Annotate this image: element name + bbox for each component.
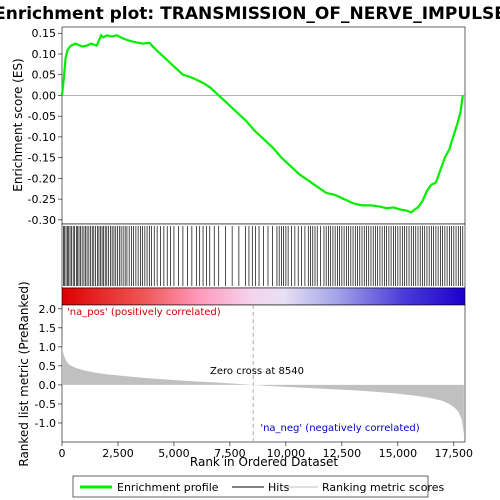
es-profile-line [60, 33, 464, 214]
x-axis-ticks: 0 2,500 5,000 7,500 10,000 12,500 15,000 17,500 [59, 442, 474, 460]
legend: Enrichment profile Hits Ranking metric s… [72, 475, 444, 498]
es-panel-frame [61, 26, 466, 225]
metric-y-tick-label: 0.0 [39, 379, 57, 392]
es-y-tick-label: 0.10 [32, 48, 57, 61]
x-tick-label: 0 [59, 447, 66, 460]
x-axis-label: Rank in Ordered Dataset [190, 455, 338, 469]
zero-cross-label: Zero cross at 8540 [210, 366, 304, 377]
es-y-ticks: 0.15 0.10 0.05 0.00 -0.05 -0.10 -0.15 -0.20 -0.2… [28, 27, 62, 227]
metric-y-axis-label: Ranked list metric (PreRanked) [17, 281, 31, 466]
neg-label: 'na_neg' (negatively correlated) [260, 423, 419, 434]
legend-hits-label: Hits [268, 481, 290, 494]
metric-y-tick-label: -1.0 [35, 417, 56, 430]
x-tick-label: 7,500 [214, 447, 246, 460]
x-tick-label: 5,000 [158, 447, 190, 460]
metric-y-tick-label: 0.5 [39, 360, 57, 373]
legend-enrichment-label: Enrichment profile [117, 481, 219, 494]
es-y-axis-label: Enrichment score (ES) [11, 58, 25, 191]
pos-label: 'na_pos' (positively correlated) [67, 307, 221, 318]
x-tick-label: 15,000 [379, 447, 418, 460]
es-y-tick-label: 0.15 [32, 27, 57, 40]
metric-y-tick-label: 1.5 [39, 322, 57, 335]
x-tick-label: 17,500 [435, 447, 474, 460]
hits-panel [61, 223, 466, 306]
x-tick-label: 2,500 [102, 447, 134, 460]
x-tick-label: 12,500 [323, 447, 362, 460]
es-panel: 0.15 0.10 0.05 0.00 -0.05 -0.10 -0.15 -0.20 -0.2… [11, 26, 466, 227]
es-y-tick-label: -0.05 [28, 110, 56, 123]
metric-panel: 2.0 1.5 1.0 0.5 0.0 -0.5 -1.0 'na_pos' (positi… [17, 281, 466, 467]
ranking-heatmap [61, 287, 466, 306]
metric-y-tick-label: 1.0 [39, 341, 57, 354]
es-y-tick-label: -0.30 [28, 214, 56, 227]
legend-metric-label: Ranking metric scores [322, 481, 444, 494]
x-tick-label: 10,000 [267, 447, 306, 460]
ranking-metric-area [62, 344, 464, 435]
chart-title: Enrichment plot: TRANSMISSION_OF_NERVE_I… [0, 4, 500, 24]
hit-marks [62, 226, 464, 286]
metric-y-ticks: 2.0 1.5 1.0 0.5 0.0 -0.5 -1.0 [35, 303, 62, 430]
metric-y-tick-label: -0.5 [35, 398, 56, 411]
es-y-tick-label: 0.05 [32, 69, 57, 82]
es-y-tick-label: -0.10 [28, 131, 56, 144]
es-y-tick-label: -0.15 [28, 152, 56, 165]
es-y-tick-label: 0.00 [32, 89, 57, 102]
es-y-tick-label: -0.25 [28, 193, 56, 206]
es-y-tick-label: -0.20 [28, 172, 56, 185]
metric-panel-frame [61, 304, 466, 443]
metric-y-tick-label: 2.0 [39, 303, 57, 316]
